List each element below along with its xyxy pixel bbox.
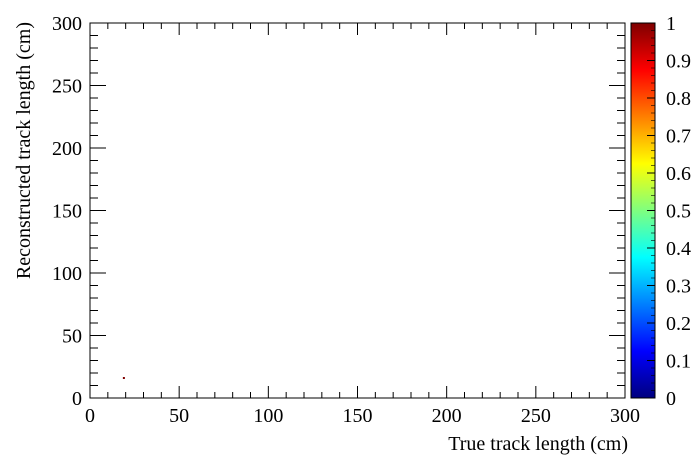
colorbar-tick-label: 1 [666,13,676,35]
heatmap-cell [122,377,125,379]
y-axis-title: Reconstructed track length (cm) [13,22,35,279]
colorbar-tick-label: 0.8 [666,88,691,110]
x-axis: 0 50 100 150 200 250 300 [85,23,640,427]
x-tick-label: 50 [169,405,189,427]
colorbar-tick-label: 0 [666,388,676,410]
x-tick-label: 300 [610,405,640,427]
colorbar: 0 0.1 0.2 0.3 0.4 0.5 0.6 0.7 0.8 0.9 1 [630,13,691,410]
colorbar-tick-label: 0.5 [666,201,691,223]
x-axis-title: True track length (cm) [448,433,628,455]
x-tick-label: 0 [85,405,95,427]
x-tick-label: 200 [432,405,462,427]
y-tick-label: 150 [52,201,82,223]
x-tick-label: 100 [253,405,283,427]
y-tick-label: 200 [52,138,82,160]
colorbar-tick-label: 0.7 [666,126,691,148]
colorbar-tick-label: 0.1 [666,351,691,373]
y-axis: 0 50 100 150 200 250 300 [52,13,625,410]
y-tick-label: 300 [52,13,82,35]
y-tick-label: 100 [52,263,82,285]
y-tick-label: 250 [52,76,82,98]
colorbar-tick-label: 0.3 [666,276,691,298]
colorbar-tick-label: 0.2 [666,313,691,335]
colorbar-tick-label: 0.9 [666,51,691,73]
colorbar-tick-label: 0.4 [666,238,691,260]
data-points [122,377,125,379]
y-tick-label: 0 [72,388,82,410]
colorbar-tick-label: 0.6 [666,163,691,185]
x-tick-label: 150 [343,405,373,427]
x-tick-label: 250 [521,405,551,427]
y-tick-label: 50 [62,326,82,348]
